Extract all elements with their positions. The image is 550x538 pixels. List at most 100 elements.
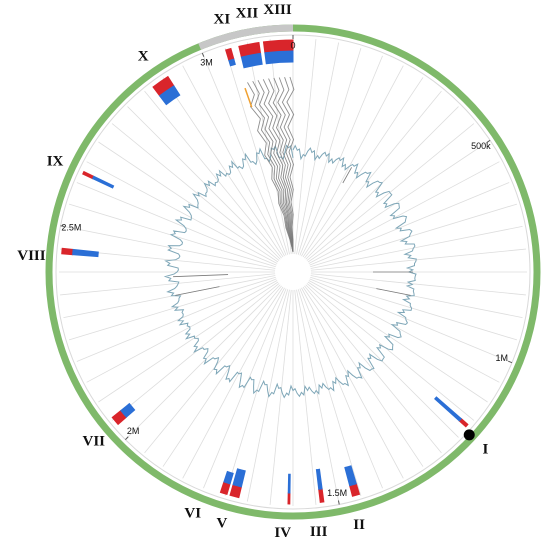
region-label-ii: II <box>353 517 365 533</box>
spoke-line <box>203 288 287 489</box>
spoke-line <box>98 141 279 263</box>
link-line <box>247 82 294 253</box>
spoke-line <box>269 289 292 505</box>
gc-content-line <box>163 144 417 399</box>
link-lines <box>244 76 295 253</box>
spoke-line <box>310 273 526 296</box>
region-label-iii: III <box>310 524 328 538</box>
coordinate-ticks: 0 500k 1M 1.5M 2M 2.5M 3M <box>60 35 513 505</box>
feature-red-bar <box>82 170 95 180</box>
feature-blue-bar <box>232 468 246 488</box>
tick-label: 3M <box>200 58 213 68</box>
spoke-line <box>301 287 404 479</box>
link-line <box>286 76 295 252</box>
spoke-line <box>294 39 317 255</box>
region-label-vii: VII <box>83 434 106 450</box>
spoke-line <box>60 273 276 296</box>
spoke-line <box>310 275 523 319</box>
spoke-line <box>86 280 278 383</box>
spoke-line <box>304 285 442 454</box>
spoke-line <box>224 289 289 497</box>
spoke-line <box>162 286 284 467</box>
tick-mark <box>60 225 65 228</box>
position-marker <box>463 429 475 441</box>
link-line <box>277 77 294 253</box>
region-label-xiii: XIII <box>263 2 292 18</box>
feature-blue-bar <box>72 248 99 258</box>
feature-blue-bar <box>344 465 357 487</box>
link-line <box>252 80 294 253</box>
spoke-line <box>306 123 475 261</box>
tick-label: 1.5M <box>327 488 347 498</box>
link-line <box>257 79 294 253</box>
feature-blue-bar <box>158 85 181 106</box>
spoke-line <box>297 289 362 497</box>
spoke-line <box>111 123 280 261</box>
region-label-viii: VIII <box>17 248 46 264</box>
spoke-line <box>304 90 442 259</box>
feature-blue-bar <box>120 402 136 418</box>
spoke-line <box>297 47 362 255</box>
spoke-line <box>309 278 510 362</box>
spoke-line <box>182 65 285 257</box>
tick-mark <box>337 500 340 505</box>
spoke-line <box>76 182 277 266</box>
feature-blue-bar <box>433 396 462 422</box>
link-line <box>262 79 294 253</box>
spoke-line <box>296 42 340 255</box>
feature-blue-bar <box>92 175 115 189</box>
spoke-line <box>68 276 276 341</box>
spoke-line <box>296 289 340 502</box>
gc-content-track <box>163 144 417 399</box>
tick-label: 500k <box>471 141 491 151</box>
tick-mark <box>486 139 491 143</box>
feature-blue-bar <box>264 50 294 65</box>
outer-ring-gray-segment <box>198 24 294 50</box>
tick-mark <box>125 436 129 440</box>
spoke-line <box>302 286 424 467</box>
region-label-iv: IV <box>274 525 291 538</box>
spoke-line <box>309 182 510 266</box>
spoke-line <box>299 55 383 256</box>
feature-blue-bar <box>315 468 323 490</box>
feature-blue-bar <box>223 470 234 485</box>
tick-label: 2.5M <box>61 222 81 232</box>
spoke-line <box>310 248 526 271</box>
spoke-line <box>63 225 276 269</box>
spoke-line <box>310 203 518 268</box>
gc-spike <box>376 288 411 296</box>
spoke-line <box>144 90 282 259</box>
region-label-vi: VI <box>184 505 201 521</box>
spoke-line <box>308 280 500 383</box>
region-label-xii: XII <box>236 6 259 22</box>
region-label-i: I <box>482 441 488 457</box>
spoke-line <box>224 47 289 255</box>
spoke-line <box>63 275 276 319</box>
tick-label: 1M <box>496 353 509 363</box>
feature-red-bar <box>287 492 291 505</box>
spoke-line <box>86 161 278 264</box>
feature-blue-bar <box>240 52 263 69</box>
spoke-line <box>203 55 287 256</box>
spoke-line <box>294 289 317 505</box>
spoke-line <box>306 283 475 421</box>
region-label-x: X <box>138 48 149 64</box>
link-line <box>281 77 294 253</box>
link-line-orange <box>244 87 253 108</box>
spoke-line <box>299 288 383 489</box>
spoke-line <box>144 285 282 454</box>
link-line <box>268 78 294 253</box>
spoke-line <box>301 65 404 257</box>
tick-label: 2M <box>127 426 140 436</box>
spoke-line <box>307 281 488 403</box>
feature-blue-bar <box>228 58 236 67</box>
spoke-line <box>307 141 488 263</box>
gc-spike <box>173 274 229 278</box>
feature-red-bar <box>225 47 235 62</box>
spoke-line <box>182 287 285 479</box>
region-label-xi: XI <box>214 11 231 27</box>
tick-label: 0 <box>290 40 295 50</box>
feature-red-bar <box>61 247 74 256</box>
